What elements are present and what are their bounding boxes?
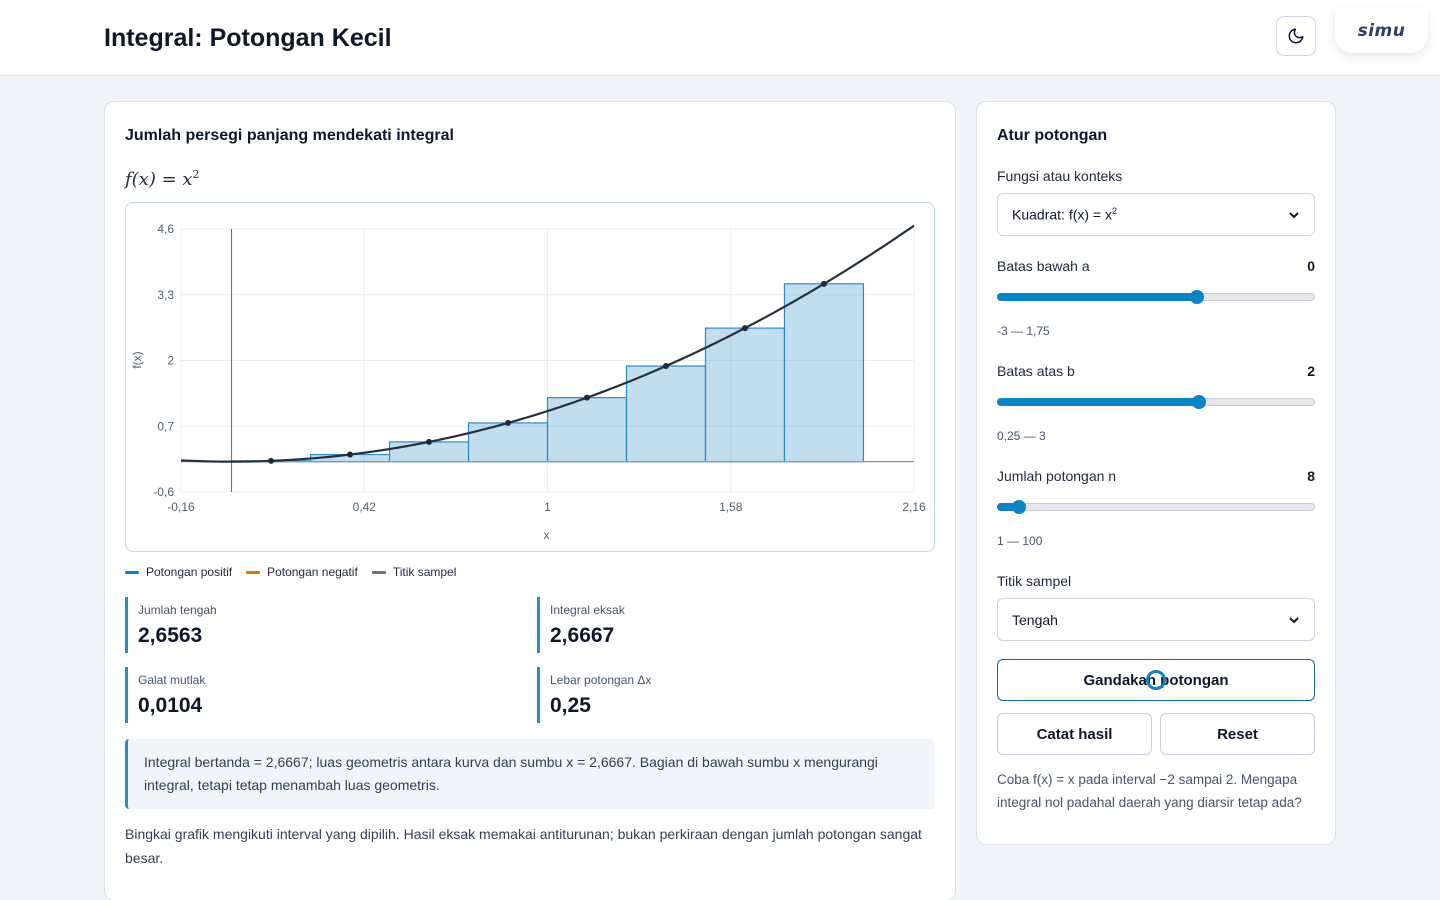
double-slices-button[interactable]: Gandakan potongan bbox=[997, 659, 1315, 701]
sample-point bbox=[820, 280, 827, 287]
slider-fill bbox=[997, 293, 1197, 301]
y-tick-label: 0,7 bbox=[157, 419, 174, 433]
chart-legend: Potongan positif Potongan negatif Titik … bbox=[125, 565, 456, 579]
stat-label: Jumlah tengah bbox=[138, 603, 217, 617]
legend-label-sample: Titik sampel bbox=[392, 565, 457, 579]
function-formula: f(x) = x2 bbox=[125, 168, 200, 190]
chart-panel: Jumlah persegi panjang mendekati integra… bbox=[104, 101, 956, 900]
y-tick-label: -0,6 bbox=[153, 485, 174, 499]
stat-label: Galat mutlak bbox=[138, 673, 206, 687]
riemann-chart[interactable]: -0,16 0,42 1 1,58 2,16 4,6 3,3 2 0,7 -0,6 x f(x) bbox=[125, 202, 935, 552]
riemann-rect bbox=[625, 365, 707, 463]
x-tick-label: 0,42 bbox=[353, 500, 377, 514]
slice-count-value: 8 bbox=[1307, 468, 1315, 484]
sample-point-select[interactable]: Tengah bbox=[997, 598, 1315, 641]
slider-track bbox=[997, 503, 1315, 511]
legend-label-negative: Potongan negatif bbox=[267, 565, 358, 579]
riemann-rect bbox=[704, 327, 786, 463]
riemann-chart-svg: -0,16 0,42 1 1,58 2,16 4,6 3,3 2 0,7 -0,6 x f(x) bbox=[130, 222, 926, 542]
stat-label: Integral eksak bbox=[550, 603, 625, 617]
stat-exact-integral: Integral eksak 2,6667 bbox=[537, 597, 935, 653]
upper-bound-value: 2 bbox=[1307, 363, 1315, 379]
slider-thumb[interactable] bbox=[1189, 290, 1204, 304]
x-tick-label: 1 bbox=[544, 500, 551, 514]
lower-bound-value: 0 bbox=[1307, 258, 1315, 274]
stat-midpoint-sum: Jumlah tengah 2,6563 bbox=[125, 597, 525, 653]
chart-footnote: Bingkai grafik mengikuti interval yang d… bbox=[125, 826, 922, 866]
upper-bound-label: Batas atas b bbox=[997, 363, 1075, 379]
legend-swatch-positive bbox=[125, 570, 139, 574]
slider-fill bbox=[997, 503, 1020, 511]
y-axis-label: f(x) bbox=[130, 351, 144, 368]
slice-count-range: 1 — 100 bbox=[997, 534, 1043, 548]
x-axis-label: x bbox=[544, 528, 550, 542]
stat-value: 0,0104 bbox=[138, 694, 203, 717]
x-tick-label: 1,58 bbox=[719, 500, 743, 514]
y-tick-label: 2 bbox=[167, 354, 174, 368]
sample-point bbox=[426, 438, 433, 445]
sample-point bbox=[662, 363, 669, 370]
stat-slice-width: Lebar potongan Δx 0,25 bbox=[537, 667, 935, 723]
legend-label-positive: Potongan positif bbox=[146, 565, 233, 579]
sample-point bbox=[505, 419, 512, 426]
exploration-hint: Coba f(x) = x pada interval −2 sampai 2.… bbox=[997, 772, 1302, 810]
reset-button[interactable]: Reset bbox=[1160, 713, 1315, 755]
function-select[interactable]: Kuadrat: f(x) = x2 bbox=[997, 193, 1315, 236]
legend-item-positive: Potongan positif bbox=[125, 565, 232, 579]
lower-bound-slider[interactable] bbox=[997, 289, 1315, 305]
legend-item-sample: Titik sampel bbox=[371, 565, 457, 579]
slice-count-label: Jumlah potongan n bbox=[997, 468, 1117, 484]
sample-point bbox=[268, 457, 275, 464]
moon-icon bbox=[1288, 28, 1304, 44]
chevron-down-icon bbox=[1289, 211, 1299, 218]
stat-value: 2,6667 bbox=[550, 624, 615, 647]
function-select-value: Kuadrat: f(x) = x2 bbox=[1012, 206, 1117, 223]
legend-item-negative: Potongan negatif bbox=[246, 565, 358, 579]
top-bar: Integral: Potongan Kecil simu bbox=[0, 0, 1440, 76]
upper-bound-slider[interactable] bbox=[997, 394, 1315, 410]
chart-panel-title: Jumlah persegi panjang mendekati integra… bbox=[125, 127, 454, 144]
lower-bound-label: Batas bawah a bbox=[997, 258, 1090, 274]
stat-value: 2,6563 bbox=[138, 624, 203, 647]
slider-fill bbox=[997, 398, 1200, 406]
upper-bound-range: 0,25 — 3 bbox=[997, 429, 1046, 443]
brand-wordmark: simu bbox=[1357, 20, 1406, 41]
stat-label: Lebar potongan Δx bbox=[550, 673, 652, 687]
controls-panel: Atur potongan Fungsi atau konteks Kuadra… bbox=[976, 101, 1336, 845]
x-tick-label: -0,16 bbox=[167, 500, 195, 514]
sample-point bbox=[583, 394, 590, 401]
riemann-rect bbox=[467, 422, 549, 463]
theme-toggle-button[interactable] bbox=[1276, 16, 1316, 56]
integral-note: Integral bertanda = 2,6667; luas geometr… bbox=[125, 739, 935, 809]
legend-swatch-sample bbox=[371, 570, 386, 574]
sample-point-label: Titik sampel bbox=[997, 573, 1072, 589]
x-tick-label: 2,16 bbox=[902, 500, 926, 514]
sample-point bbox=[741, 325, 748, 332]
lower-bound-range: -3 — 1,75 bbox=[997, 324, 1050, 338]
stat-absolute-error: Galat mutlak 0,0104 bbox=[125, 667, 525, 723]
slider-thumb[interactable] bbox=[1012, 500, 1027, 514]
chevron-down-icon bbox=[1289, 616, 1299, 623]
controls-title: Atur potongan bbox=[997, 127, 1108, 144]
legend-swatch-negative bbox=[246, 570, 261, 574]
sample-point-value: Tengah bbox=[1012, 611, 1058, 628]
sample-point bbox=[347, 451, 354, 458]
slice-count-slider[interactable] bbox=[997, 499, 1315, 515]
brand-logo[interactable]: simu bbox=[1335, 8, 1428, 53]
y-tick-label: 4,6 bbox=[157, 222, 174, 236]
page-title: Integral: Potongan Kecil bbox=[104, 24, 392, 52]
record-result-button[interactable]: Catat hasil bbox=[997, 713, 1152, 755]
riemann-rect bbox=[783, 283, 865, 463]
function-curve bbox=[180, 224, 915, 463]
stat-value: 0,25 bbox=[550, 694, 591, 717]
function-select-label: Fungsi atau konteks bbox=[997, 168, 1123, 184]
y-tick-label: 3,3 bbox=[157, 288, 174, 302]
slider-thumb[interactable] bbox=[1192, 395, 1207, 409]
